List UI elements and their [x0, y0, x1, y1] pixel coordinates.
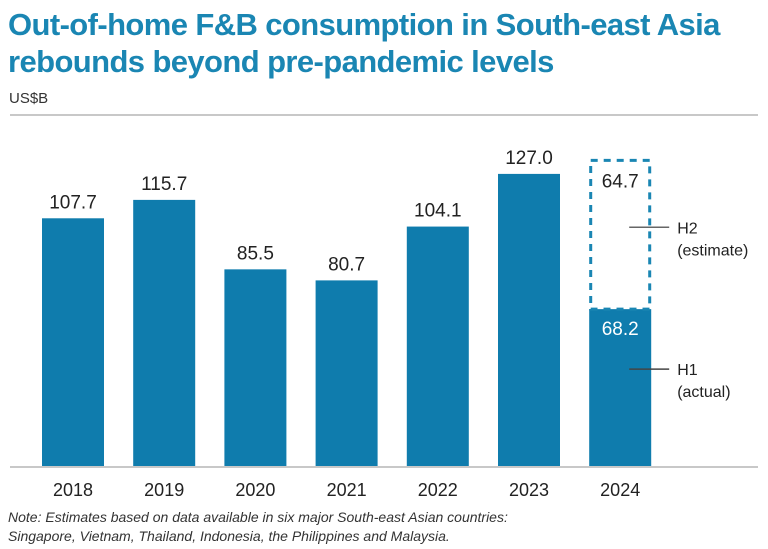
- annotation-h1-sublabel: (actual): [677, 384, 730, 401]
- bar-2018: [42, 218, 104, 466]
- annotation-h2-label: H2: [677, 220, 698, 237]
- bar-2021: [315, 280, 378, 466]
- annotation-h2-sublabel: (estimate): [677, 242, 748, 259]
- x-tick-label-2021: 2021: [327, 480, 367, 500]
- x-tick-label-2022: 2022: [418, 480, 458, 500]
- chart-title: Out-of-home F&B consumption in South-eas…: [8, 7, 720, 79]
- unit-label: US$B: [9, 90, 49, 107]
- data-label-2021: 80.7: [328, 254, 365, 275]
- data-label-2018: 107.7: [49, 192, 97, 213]
- x-tick-label-2024: 2024: [600, 480, 640, 500]
- bar-2020: [224, 269, 287, 466]
- bar-2022: [406, 226, 469, 466]
- bar-2024: [589, 309, 652, 466]
- x-tick-label-2018: 2018: [53, 480, 93, 500]
- footnote-line-2: Singapore, Vietnam, Thailand, Indonesia,…: [8, 528, 450, 544]
- data-label-2019: 115.7: [141, 174, 187, 195]
- data-label-2020: 85.5: [237, 243, 274, 264]
- bar-estimate-2024: [589, 158, 652, 311]
- header-divider: [10, 114, 758, 116]
- bar-2019: [133, 199, 196, 466]
- data-label-2024: 68.2: [602, 319, 639, 340]
- annotation-h1-label: H1: [677, 362, 698, 379]
- x-tick-label-2019: 2019: [144, 480, 184, 500]
- x-tick-label-2023: 2023: [509, 480, 549, 500]
- data-label-2024-h2: 64.7: [602, 171, 639, 192]
- x-tick-label-2020: 2020: [235, 480, 275, 500]
- data-label-2022: 104.1: [414, 201, 462, 222]
- data-label-2023: 127.0: [505, 148, 553, 169]
- footnote-line-1: Note: Estimates based on data available …: [8, 509, 508, 525]
- footnote: Note: Estimates based on data available …: [8, 508, 508, 546]
- bar-2023: [498, 173, 560, 466]
